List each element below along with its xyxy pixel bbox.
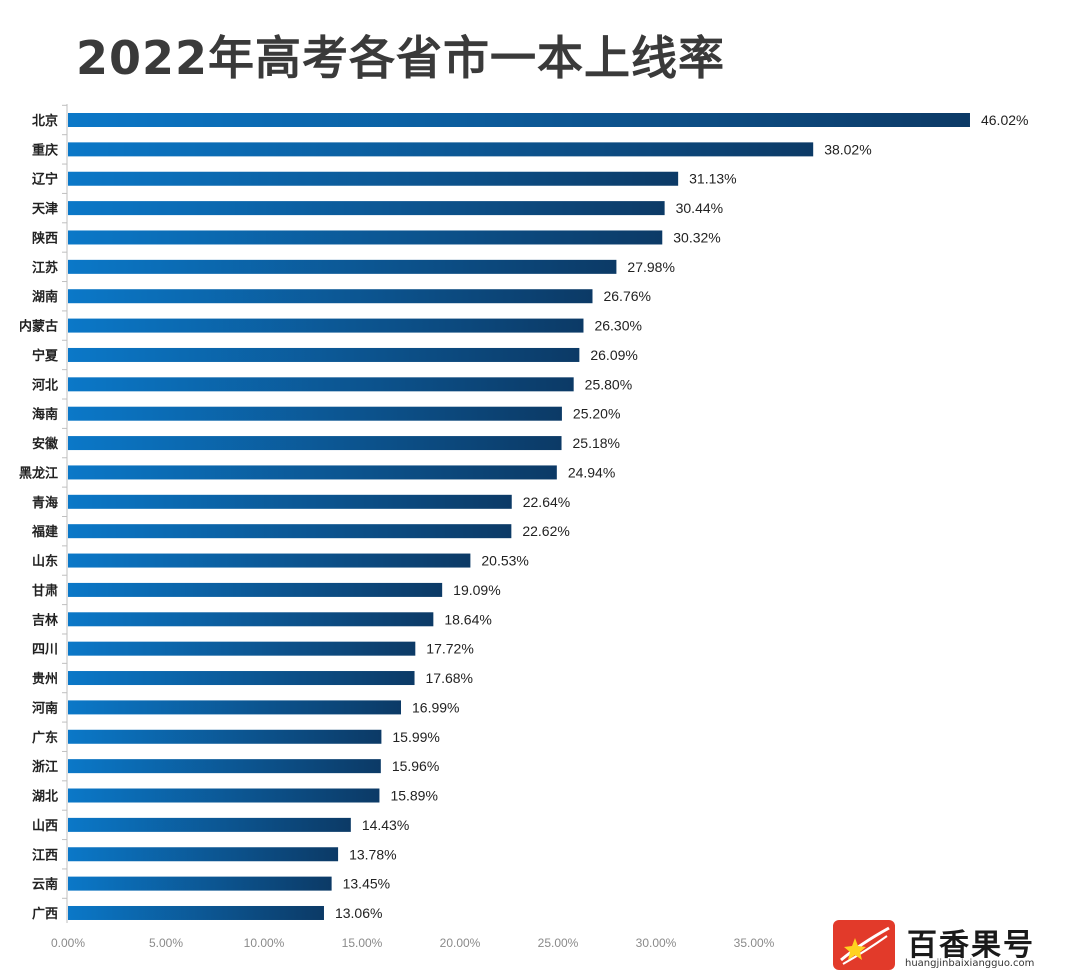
bar — [68, 641, 416, 656]
value-label: 18.64% — [444, 611, 491, 627]
value-label: 16.99% — [412, 699, 459, 715]
bar — [68, 700, 402, 715]
category-label: 河北 — [32, 377, 58, 393]
value-label: 26.09% — [590, 347, 637, 363]
category-label: 海南 — [32, 407, 58, 423]
bar — [68, 905, 324, 920]
watermark-url: huangjinbaixiangguo.com — [905, 958, 1035, 969]
x-tick-label: 0.00% — [51, 936, 85, 950]
sparkle-star-icon — [840, 926, 890, 965]
bar — [68, 113, 970, 127]
value-label: 46.02% — [981, 112, 1028, 128]
watermark-brand: 百香果号 — [907, 928, 1035, 963]
x-tick-label: 5.00% — [149, 936, 183, 950]
value-label: 15.99% — [392, 729, 439, 745]
bar — [68, 318, 584, 333]
value-label: 19.09% — [453, 582, 500, 598]
bar — [68, 876, 332, 891]
value-label: 30.32% — [673, 229, 720, 245]
bar — [68, 259, 617, 274]
value-label: 22.64% — [523, 494, 570, 510]
bar — [68, 201, 665, 216]
value-label: 24.94% — [568, 464, 615, 480]
value-label: 17.68% — [426, 670, 473, 686]
category-label: 山东 — [32, 554, 58, 570]
x-tick-label: 30.00% — [636, 936, 677, 950]
category-label: 北京 — [32, 113, 58, 129]
value-label: 15.89% — [390, 788, 437, 804]
category-label: 吉林 — [32, 612, 58, 628]
value-label: 25.80% — [585, 376, 632, 392]
category-label: 四川 — [32, 643, 58, 658]
value-label: 13.45% — [343, 876, 390, 892]
category-label: 陕西 — [32, 230, 58, 246]
bar — [68, 406, 562, 421]
category-label: 青海 — [32, 495, 58, 511]
x-tick-label: 10.00% — [244, 936, 285, 950]
category-label: 浙江 — [32, 759, 58, 775]
category-label: 福建 — [31, 524, 58, 540]
category-label: 河南 — [32, 700, 58, 716]
value-label: 15.96% — [392, 758, 439, 774]
chart-title: 2022年高考各省市一本上线率 — [76, 31, 726, 85]
bar — [68, 759, 381, 774]
value-label: 38.02% — [824, 141, 871, 157]
bar — [68, 142, 814, 157]
bar — [68, 671, 415, 686]
category-label: 湖南 — [32, 289, 58, 305]
bar — [68, 612, 434, 627]
value-label: 20.53% — [481, 553, 528, 569]
value-label: 22.62% — [522, 523, 569, 539]
value-label: 13.78% — [349, 846, 396, 862]
bar — [68, 524, 512, 539]
value-label: 25.18% — [573, 435, 620, 451]
bar — [68, 171, 679, 186]
x-tick-label: 15.00% — [342, 936, 383, 950]
value-label: 27.98% — [627, 259, 674, 275]
bar — [68, 847, 339, 862]
category-label: 云南 — [32, 877, 58, 893]
bar — [68, 553, 471, 568]
category-label: 广西 — [32, 906, 58, 922]
value-label: 14.43% — [362, 817, 409, 833]
bar — [68, 788, 380, 803]
bar — [68, 729, 382, 744]
category-label: 宁夏 — [32, 348, 59, 364]
value-label: 26.76% — [603, 288, 650, 304]
value-label: 26.30% — [594, 318, 641, 334]
category-label: 江西 — [32, 847, 58, 863]
value-label: 31.13% — [689, 171, 736, 187]
category-label: 贵州 — [32, 671, 58, 687]
category-label: 黑龙江 — [19, 465, 58, 481]
category-label: 山西 — [32, 818, 58, 834]
bar — [68, 582, 443, 597]
category-label: 天津 — [32, 201, 58, 217]
bar — [68, 817, 351, 832]
x-tick-label: 35.00% — [734, 936, 775, 950]
category-label: 内蒙古 — [19, 319, 58, 335]
value-label: 30.44% — [676, 200, 723, 216]
x-tick-label: 20.00% — [440, 936, 481, 950]
category-label: 辽宁 — [32, 172, 58, 188]
bar — [68, 494, 512, 509]
bar — [68, 377, 574, 392]
value-label: 25.20% — [573, 406, 620, 422]
category-label: 广东 — [32, 730, 58, 746]
category-label: 湖北 — [32, 790, 58, 805]
bar — [68, 289, 593, 304]
x-tick-label: 25.00% — [538, 936, 579, 950]
category-label: 甘肃 — [32, 583, 58, 599]
value-label: 13.06% — [335, 905, 382, 921]
value-label: 17.72% — [426, 641, 473, 657]
watermark-logo — [833, 920, 895, 970]
category-label: 重庆 — [32, 142, 58, 158]
category-label: 江苏 — [32, 260, 58, 276]
watermark: 百香果号 huangjinbaixiangguo.com — [833, 920, 1063, 972]
bar — [68, 465, 557, 480]
category-label: 安徽 — [32, 436, 59, 452]
bar — [68, 347, 580, 362]
bar — [68, 230, 663, 245]
bar — [68, 436, 562, 451]
